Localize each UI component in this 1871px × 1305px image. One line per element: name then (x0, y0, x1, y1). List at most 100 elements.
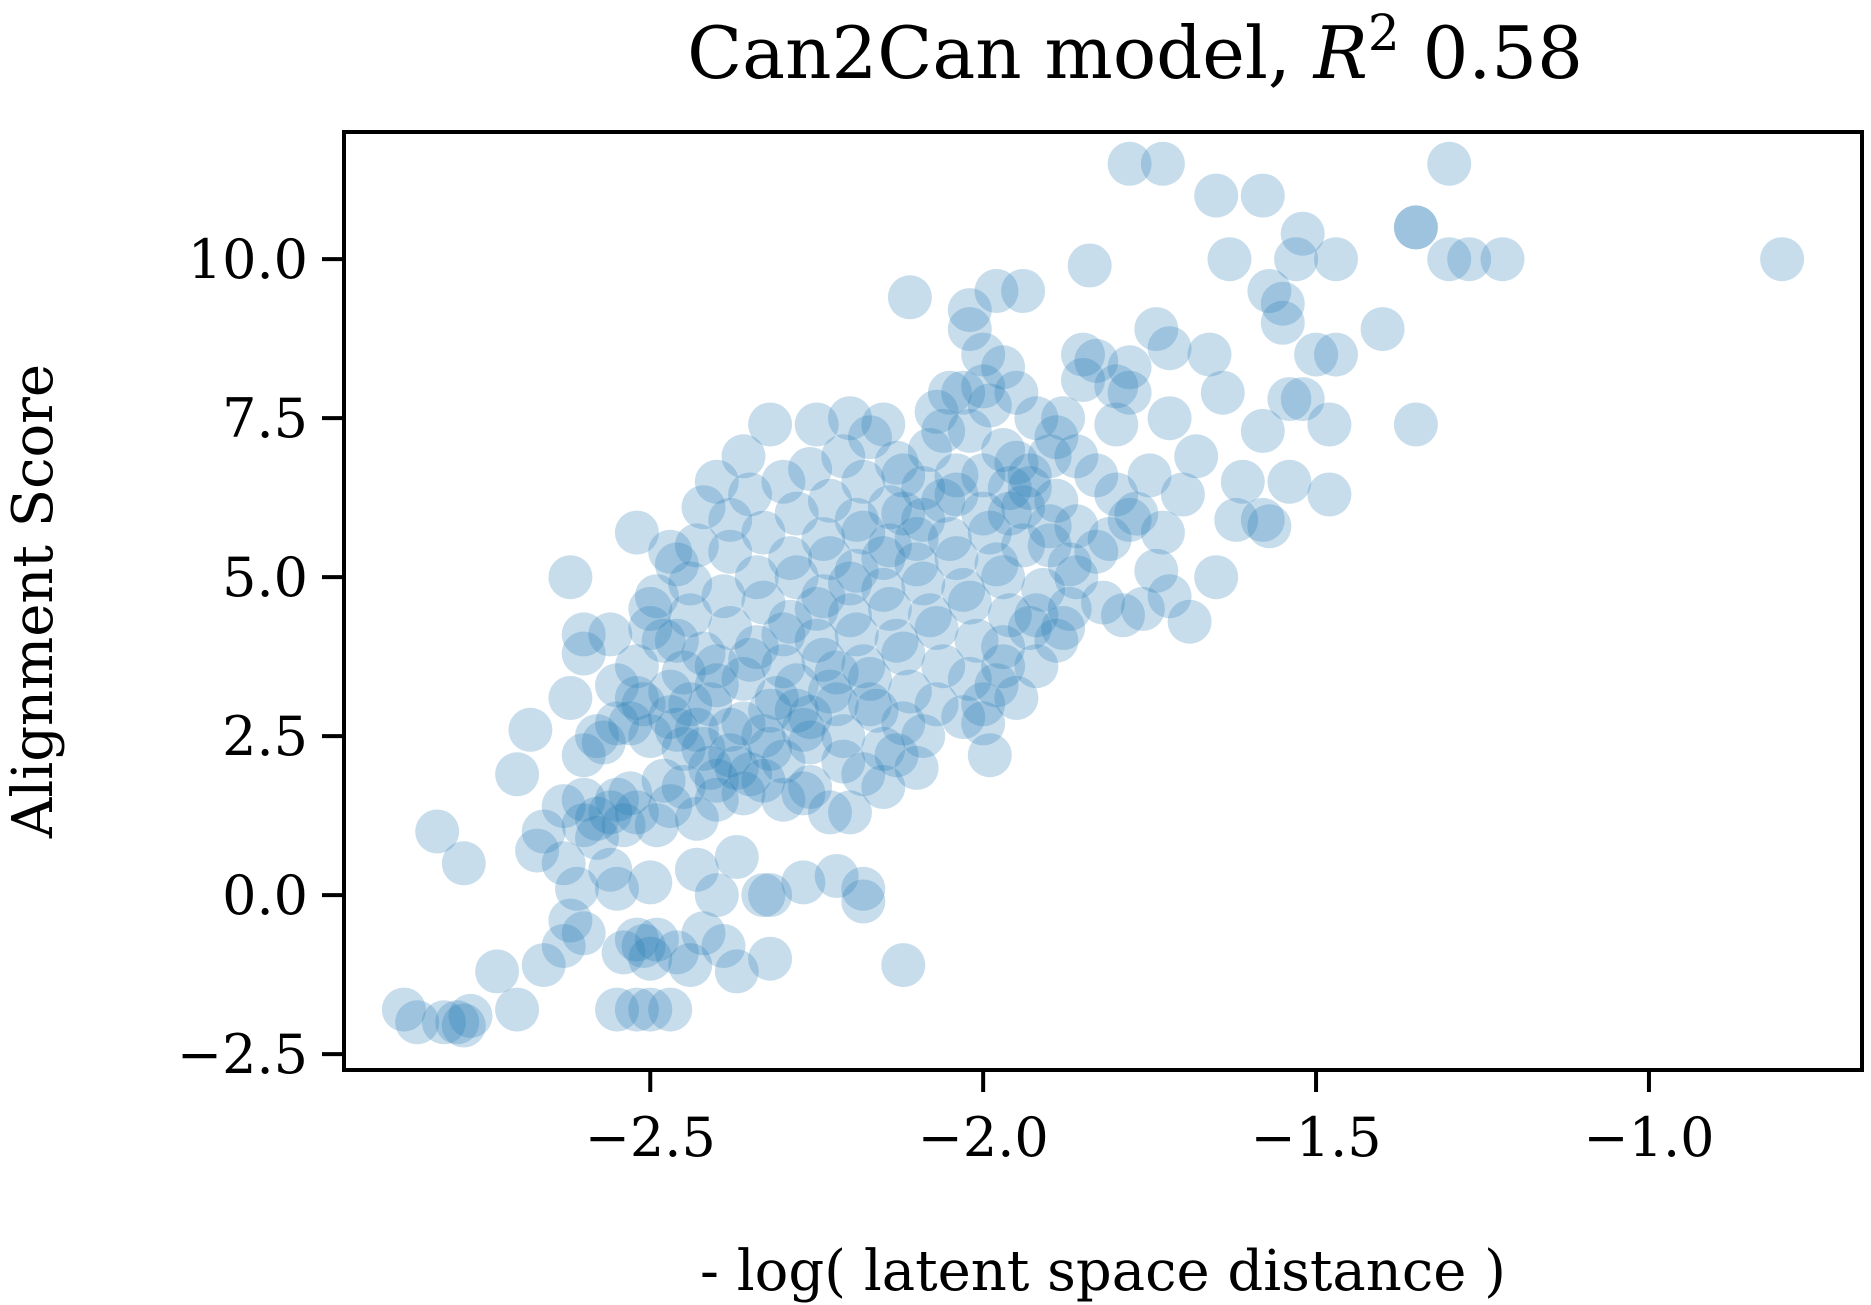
data-point (1280, 377, 1325, 422)
data-point (808, 536, 852, 581)
data-point (475, 949, 520, 994)
data-point (748, 726, 793, 771)
data-point (961, 364, 1006, 409)
data-point (688, 682, 733, 727)
data-point (748, 873, 793, 918)
data-point (1134, 307, 1179, 352)
data-point (1307, 402, 1352, 447)
data-point (754, 676, 799, 720)
data-point (628, 714, 673, 759)
data-point (808, 478, 852, 523)
data-point (741, 758, 786, 803)
data-point (901, 466, 946, 511)
data-point (841, 879, 886, 924)
data-point (848, 415, 892, 460)
data-point (741, 580, 786, 625)
data-point (1294, 332, 1339, 377)
data-point (521, 809, 566, 854)
data-point (1147, 326, 1192, 371)
chart-title-value: 0.58 (1400, 11, 1583, 95)
data-point (901, 497, 946, 542)
data-point (1101, 593, 1145, 638)
data-point (1041, 396, 1086, 441)
data-point (907, 593, 952, 638)
data-point (1393, 205, 1438, 250)
data-point (914, 389, 959, 434)
data-point (761, 459, 806, 504)
data-point (581, 720, 626, 765)
data-point (1047, 586, 1092, 631)
data-point (435, 1000, 480, 1045)
data-point (1147, 574, 1192, 619)
data-point (588, 790, 633, 835)
data-point (688, 745, 733, 790)
data-point (614, 987, 659, 1032)
data-point (761, 739, 806, 784)
data-point (1187, 332, 1232, 377)
data-point (634, 574, 679, 619)
data-point (867, 485, 912, 530)
data-point (661, 650, 706, 695)
data-point (714, 835, 759, 879)
data-point (1307, 472, 1352, 517)
data-point (668, 943, 713, 988)
data-point (861, 567, 906, 612)
data-point (994, 370, 1039, 415)
data-point (768, 599, 813, 644)
data-point (1014, 644, 1059, 689)
data-point (1107, 497, 1152, 542)
data-point (634, 917, 679, 962)
data-point (728, 752, 773, 797)
data-point (987, 491, 1032, 536)
x-tick-label: −1.0 (1583, 1106, 1714, 1169)
data-point (668, 593, 713, 638)
data-point (708, 707, 753, 752)
data-point (1314, 332, 1358, 377)
data-point (881, 943, 926, 988)
data-point (981, 345, 1026, 390)
data-point (828, 396, 872, 441)
data-point (921, 644, 966, 689)
data-point (1007, 606, 1052, 650)
data-point (1094, 402, 1139, 447)
data-point (614, 676, 659, 720)
data-point (1167, 599, 1212, 644)
data-point (1107, 370, 1152, 415)
data-point (415, 809, 460, 854)
data-point (841, 510, 886, 555)
data-point (901, 714, 946, 759)
data-point (661, 726, 706, 771)
data-point (714, 745, 759, 790)
data-point (728, 472, 773, 517)
data-point (794, 586, 839, 631)
data-point (1220, 459, 1265, 504)
data-point (661, 765, 706, 809)
data-point (914, 606, 959, 650)
data-point (947, 408, 992, 453)
data-point (874, 440, 919, 485)
data-point (1194, 173, 1239, 218)
data-point (841, 644, 886, 689)
data-point (801, 574, 846, 619)
data-point (381, 987, 426, 1032)
data-point (734, 555, 779, 600)
data-point (788, 447, 833, 491)
data-point (927, 370, 972, 415)
data-point (794, 402, 839, 447)
data-point (834, 497, 879, 542)
data-point (648, 529, 693, 574)
data-point (641, 618, 686, 663)
data-point (828, 790, 872, 835)
data-point (874, 733, 919, 778)
data-point (821, 714, 866, 759)
data-point (588, 612, 633, 657)
data-point (1360, 307, 1405, 352)
x-tick-label: −1.5 (1250, 1106, 1381, 1169)
data-point (1194, 555, 1239, 600)
data-point (801, 517, 846, 561)
data-point (781, 707, 826, 752)
data-point (548, 676, 593, 720)
data-point (1034, 478, 1079, 523)
data-point (881, 453, 926, 498)
data-point (828, 593, 872, 638)
